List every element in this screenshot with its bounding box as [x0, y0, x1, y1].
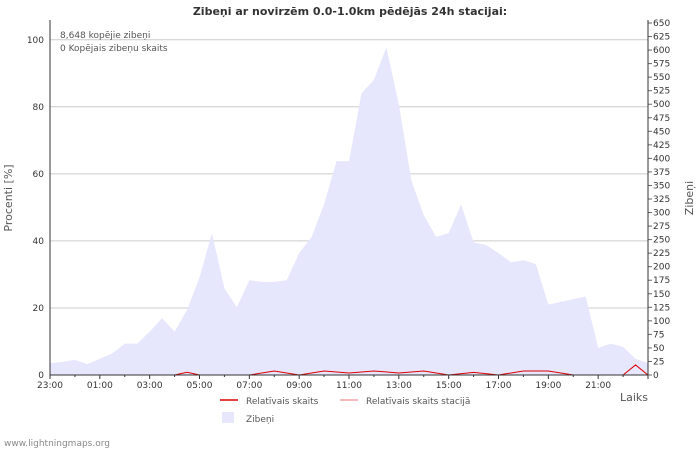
y-right-tick-575: 575 [653, 60, 670, 70]
y-left-axis-label: Procenti [%] [2, 164, 15, 231]
y-left-tick-60: 60 [33, 170, 45, 180]
y-right-tick-375: 375 [653, 168, 670, 178]
y-left-tick-20: 20 [33, 304, 45, 314]
y-right-tick-200: 200 [653, 263, 670, 273]
y-right-tick-300: 300 [653, 209, 670, 219]
y-right-tick-50: 50 [653, 344, 665, 354]
y-right-tick-175: 175 [653, 276, 670, 286]
x-tick-0500: 05:00 [187, 381, 213, 391]
x-tick-0900: 09:00 [286, 381, 312, 391]
y-left-tick-100: 100 [27, 36, 44, 46]
y-left-tick-40: 40 [33, 237, 45, 247]
y-left-tick-80: 80 [33, 103, 45, 113]
y-right-tick-25: 25 [653, 357, 664, 367]
y-right-tick-525: 525 [653, 87, 670, 97]
y-right-tick-400: 400 [653, 154, 670, 164]
y-right-tick-325: 325 [653, 195, 670, 205]
y-right-tick-125: 125 [653, 303, 670, 313]
axis-layer [49, 20, 652, 379]
legend-label-relative-station: Relatīvais skaits stacijā [366, 397, 470, 407]
y-left-tick-0: 0 [38, 371, 44, 381]
y-right-tick-150: 150 [653, 290, 670, 300]
series-area-strikes [50, 47, 648, 375]
y-right-axis-label: Zibeņi [683, 181, 696, 215]
x-tick-0300: 03:00 [137, 381, 163, 391]
x-tick-1300: 13:00 [386, 381, 412, 391]
legend-label-relative: Relatīvais skaits [246, 397, 319, 407]
chart-title: Zibeņi ar novirzēm 0.0-1.0km pēdējās 24h… [193, 5, 507, 18]
y-right-tick-100: 100 [653, 317, 670, 327]
y-right-tick-275: 275 [653, 222, 670, 232]
x-tick-2100: 21:00 [585, 381, 611, 391]
y-right-tick-425: 425 [653, 141, 670, 151]
legend: Relatīvais skaits Relatīvais skaits stac… [220, 397, 470, 425]
x-tick-0100: 01:00 [87, 381, 113, 391]
x-tick-0700: 07:00 [236, 381, 262, 391]
x-axis-label: Laiks [620, 391, 648, 404]
y-left-tick-labels: 0 20 40 60 80 100 [27, 36, 44, 381]
y-right-tick-600: 600 [653, 46, 670, 56]
y-right-tick-0: 0 [653, 371, 659, 381]
y-right-tick-550: 550 [653, 73, 670, 83]
y-right-tick-625: 625 [653, 33, 670, 43]
x-tick-1100: 11:00 [336, 381, 362, 391]
x-tick-1900: 19:00 [535, 381, 561, 391]
x-tick-1700: 17:00 [486, 381, 512, 391]
x-tick-labels: 23:00 01:00 03:00 05:00 07:00 09:00 11:00 13:00… [37, 381, 611, 391]
y-right-tick-650: 650 [653, 19, 670, 29]
y-right-tick-475: 475 [653, 114, 670, 124]
legend-label-strikes: Zibeņi [246, 415, 274, 425]
annotation-total-count: 0 Kopējais zibeņu skaits [60, 44, 168, 54]
annotation-total-strikes: 8,648 kopējie zibeņi [60, 31, 150, 41]
y-right-tick-75: 75 [653, 330, 664, 340]
x-tick-1500: 15:00 [436, 381, 462, 391]
y-right-tick-250: 250 [653, 236, 670, 246]
legend-swatch-strikes [222, 412, 234, 423]
y-right-tick-450: 450 [653, 127, 670, 137]
watermark: www.lightningmaps.org [4, 439, 110, 449]
y-right-tick-350: 350 [653, 181, 670, 191]
x-tick-2300: 23:00 [37, 381, 63, 391]
y-right-tick-labels: 0 25 50 75 100 125 150 175 200 225 250 275 300 325 350… [653, 19, 670, 381]
y-right-tick-225: 225 [653, 249, 670, 259]
area-layer [50, 47, 648, 375]
y-right-tick-500: 500 [653, 100, 670, 110]
